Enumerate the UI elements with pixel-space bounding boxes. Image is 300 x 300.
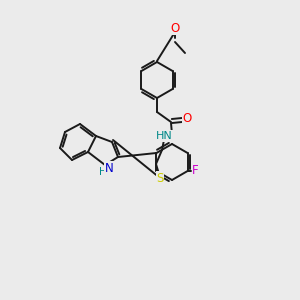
Text: H: H bbox=[99, 167, 107, 177]
Text: HN: HN bbox=[156, 131, 172, 141]
Text: O: O bbox=[170, 22, 180, 34]
Text: S: S bbox=[156, 172, 164, 184]
Text: O: O bbox=[182, 112, 192, 124]
Text: N: N bbox=[105, 161, 113, 175]
Text: F: F bbox=[192, 164, 199, 178]
